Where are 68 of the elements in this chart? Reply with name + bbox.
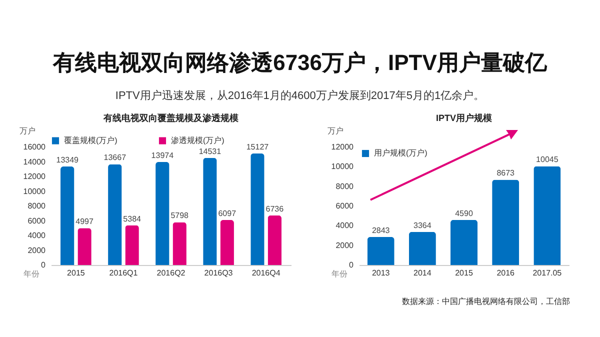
x-tick-label: 2016Q4 (252, 268, 281, 278)
y-tick-label: 6000 (28, 216, 46, 226)
bar (250, 153, 264, 265)
data-label: 6736 (266, 204, 284, 214)
y-tick-label: 16000 (23, 142, 46, 152)
x-axis-title: 年份 (332, 270, 348, 278)
text: 有线电视双向网络渗透6736万户，IPTV用户量破亿 (52, 49, 548, 77)
legend-label: 渗透规模(万户) (171, 136, 225, 145)
x-tick-label: 2015 (67, 268, 86, 278)
bar (492, 180, 520, 265)
data-label: 4590 (455, 208, 474, 218)
y-tick-label: 0 (349, 260, 354, 270)
x-tick-label: 2014 (414, 268, 432, 278)
legend-label: 覆盖规模(万户) (64, 136, 118, 145)
x-tick-label: 2015 (455, 268, 474, 278)
y-tick-label: 14000 (23, 157, 46, 166)
x-axis-title: 年份 (24, 270, 40, 278)
bar (60, 166, 74, 265)
y-tick-label: 0 (41, 260, 46, 270)
bar (367, 237, 394, 265)
y-tick-label: 6000 (336, 202, 354, 210)
chart-title: 有线电视双向覆盖规模及渗透规模 (102, 113, 240, 123)
x-tick-label: 2016Q2 (156, 268, 186, 278)
x-tick-label: 2016Q1 (109, 268, 138, 278)
y-axis-title: 万户 (20, 126, 36, 136)
bar (450, 220, 478, 265)
y-tick-label: 8000 (28, 202, 46, 210)
y-tick-label: 2000 (336, 240, 354, 250)
x-tick-label: 2016Q3 (204, 268, 234, 278)
data-label: 13349 (56, 156, 80, 165)
bar (156, 162, 170, 265)
data-label: 5384 (123, 214, 142, 224)
y-tick-label: 8000 (336, 182, 354, 191)
data-label: 13667 (104, 153, 127, 162)
y-tick-label: 4000 (336, 221, 354, 230)
text: IPTV用户迅速发展，从2016年1月的4600万户发展到2017年5月的1亿余户。 (114, 88, 486, 103)
bar (220, 220, 234, 265)
y-axis-title: 万户 (328, 126, 344, 136)
data-label: 2843 (372, 226, 390, 236)
x-tick-label: 2013 (372, 268, 390, 278)
bar (172, 222, 186, 265)
bar (125, 225, 139, 265)
data-label: 8673 (496, 168, 516, 178)
bar (108, 164, 122, 265)
y-tick-label: 10000 (23, 186, 46, 196)
y-tick-label: 4000 (28, 231, 46, 240)
y-tick-label: 12000 (331, 142, 354, 152)
y-tick-label: 12000 (23, 172, 46, 181)
y-tick-label: 10000 (331, 162, 354, 172)
data-label: 5798 (170, 211, 190, 220)
bar (268, 215, 282, 265)
data-label: 13974 (151, 150, 174, 160)
y-tick-label: 2000 (28, 246, 46, 255)
data-label: 4997 (76, 217, 94, 226)
bar (408, 232, 436, 265)
data-label: 15127 (246, 142, 270, 152)
x-tick-label: 2017.05 (532, 268, 562, 278)
bar (78, 228, 92, 265)
data-label: 6097 (218, 209, 237, 218)
source-note: 数据来源：中国广播电视网络有限公司，工信部 (402, 296, 570, 307)
data-label: 10045 (536, 155, 559, 164)
legend-label: 用户规模(万户) (374, 148, 428, 158)
chart-title: IPTV用户规模 (436, 113, 493, 123)
data-label: 3364 (414, 220, 432, 230)
x-tick-label: 2016 (496, 268, 516, 278)
data-label: 14531 (198, 146, 222, 156)
bar (534, 166, 561, 265)
bar (203, 158, 217, 265)
